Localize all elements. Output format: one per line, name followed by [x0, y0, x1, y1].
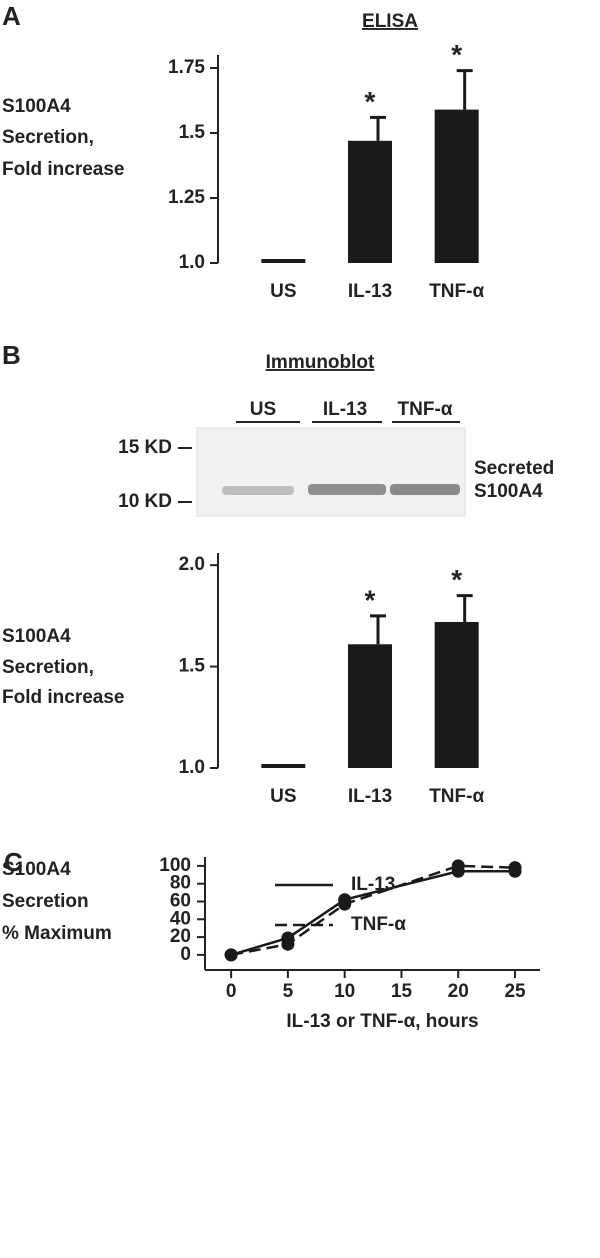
y-tick-label: 1.5 — [179, 656, 206, 677]
x-tick-label: TNF-α — [429, 786, 484, 807]
lane-label: US — [250, 399, 276, 420]
blot-title: Immunoblot — [266, 352, 375, 373]
bar — [261, 764, 306, 768]
y-axis-label: Secretion — [2, 891, 89, 912]
y-tick-label: 100 — [159, 855, 191, 876]
annotation: * — [451, 39, 462, 70]
y-tick-label: 2.0 — [179, 554, 205, 575]
lane-label: IL-13 — [323, 399, 367, 420]
point — [338, 897, 352, 911]
x-tick-label: 20 — [448, 981, 469, 1002]
x-tick-label: US — [270, 281, 296, 302]
bar — [348, 140, 392, 263]
y-tick-label: 1.0 — [179, 252, 205, 273]
x-tick-label: 5 — [283, 981, 294, 1002]
x-tick-label: IL-13 — [348, 281, 392, 302]
y-tick-label: 1.25 — [168, 187, 205, 208]
y-tick-label: 1.75 — [168, 57, 205, 78]
marker-label: 10 KD — [118, 491, 172, 512]
bar — [348, 644, 392, 768]
blot-band — [390, 484, 460, 495]
marker-label: 15 KD — [118, 437, 172, 458]
x-tick-label: IL-13 — [348, 786, 392, 807]
chart-title: ELISA — [362, 11, 418, 32]
bar — [434, 621, 479, 768]
panel-letter: C — [4, 847, 23, 877]
x-tick-label: 25 — [504, 981, 526, 1002]
point — [281, 937, 295, 951]
y-tick-label: 80 — [170, 873, 191, 894]
blot-band — [308, 484, 386, 495]
y-tick-label: 1.5 — [179, 122, 206, 143]
y-axis-label: Fold increase — [2, 687, 125, 708]
y-axis-label: S100A4 — [2, 626, 71, 647]
x-axis-label: IL-13 or TNF-α, hours — [286, 1011, 478, 1032]
lane-label: TNF-α — [398, 399, 453, 420]
y-axis-label: Secretion, — [2, 657, 94, 678]
y-axis-label: % Maximum — [2, 923, 112, 944]
bar — [434, 109, 479, 263]
blot-label: S100A4 — [474, 481, 543, 502]
point — [508, 861, 522, 875]
x-tick-label: 0 — [226, 981, 237, 1002]
y-tick-label: 0 — [180, 944, 191, 965]
point — [451, 859, 465, 873]
blot-band — [222, 486, 294, 495]
annotation: * — [451, 564, 462, 595]
x-tick-label: 15 — [391, 981, 413, 1002]
legend-label: IL-13 — [351, 874, 395, 895]
y-tick-label: 20 — [170, 926, 191, 947]
legend-label: TNF-α — [351, 914, 406, 935]
y-axis-label: S100A4 — [2, 859, 71, 880]
bar — [261, 259, 306, 263]
x-tick-label: TNF-α — [429, 281, 484, 302]
y-axis-label: S100A4 — [2, 96, 71, 117]
y-tick-label: 60 — [170, 891, 191, 912]
annotation: * — [365, 584, 376, 615]
y-tick-label: 1.0 — [179, 757, 205, 778]
y-tick-label: 40 — [170, 908, 191, 929]
panel-letter: B — [2, 340, 21, 370]
point — [224, 948, 238, 962]
x-tick-label: US — [270, 786, 296, 807]
y-axis-label: Secretion, — [2, 127, 94, 148]
blot-image — [196, 427, 466, 517]
panel-letter: A — [2, 1, 21, 31]
annotation: * — [365, 86, 376, 117]
blot: Immunoblot US IL-13 TNF-α 15 KD 10 KD Se… — [118, 352, 554, 517]
x-tick-label: 10 — [334, 981, 355, 1002]
y-axis-label: Fold increase — [2, 159, 125, 180]
blot-label: Secreted — [474, 458, 554, 479]
